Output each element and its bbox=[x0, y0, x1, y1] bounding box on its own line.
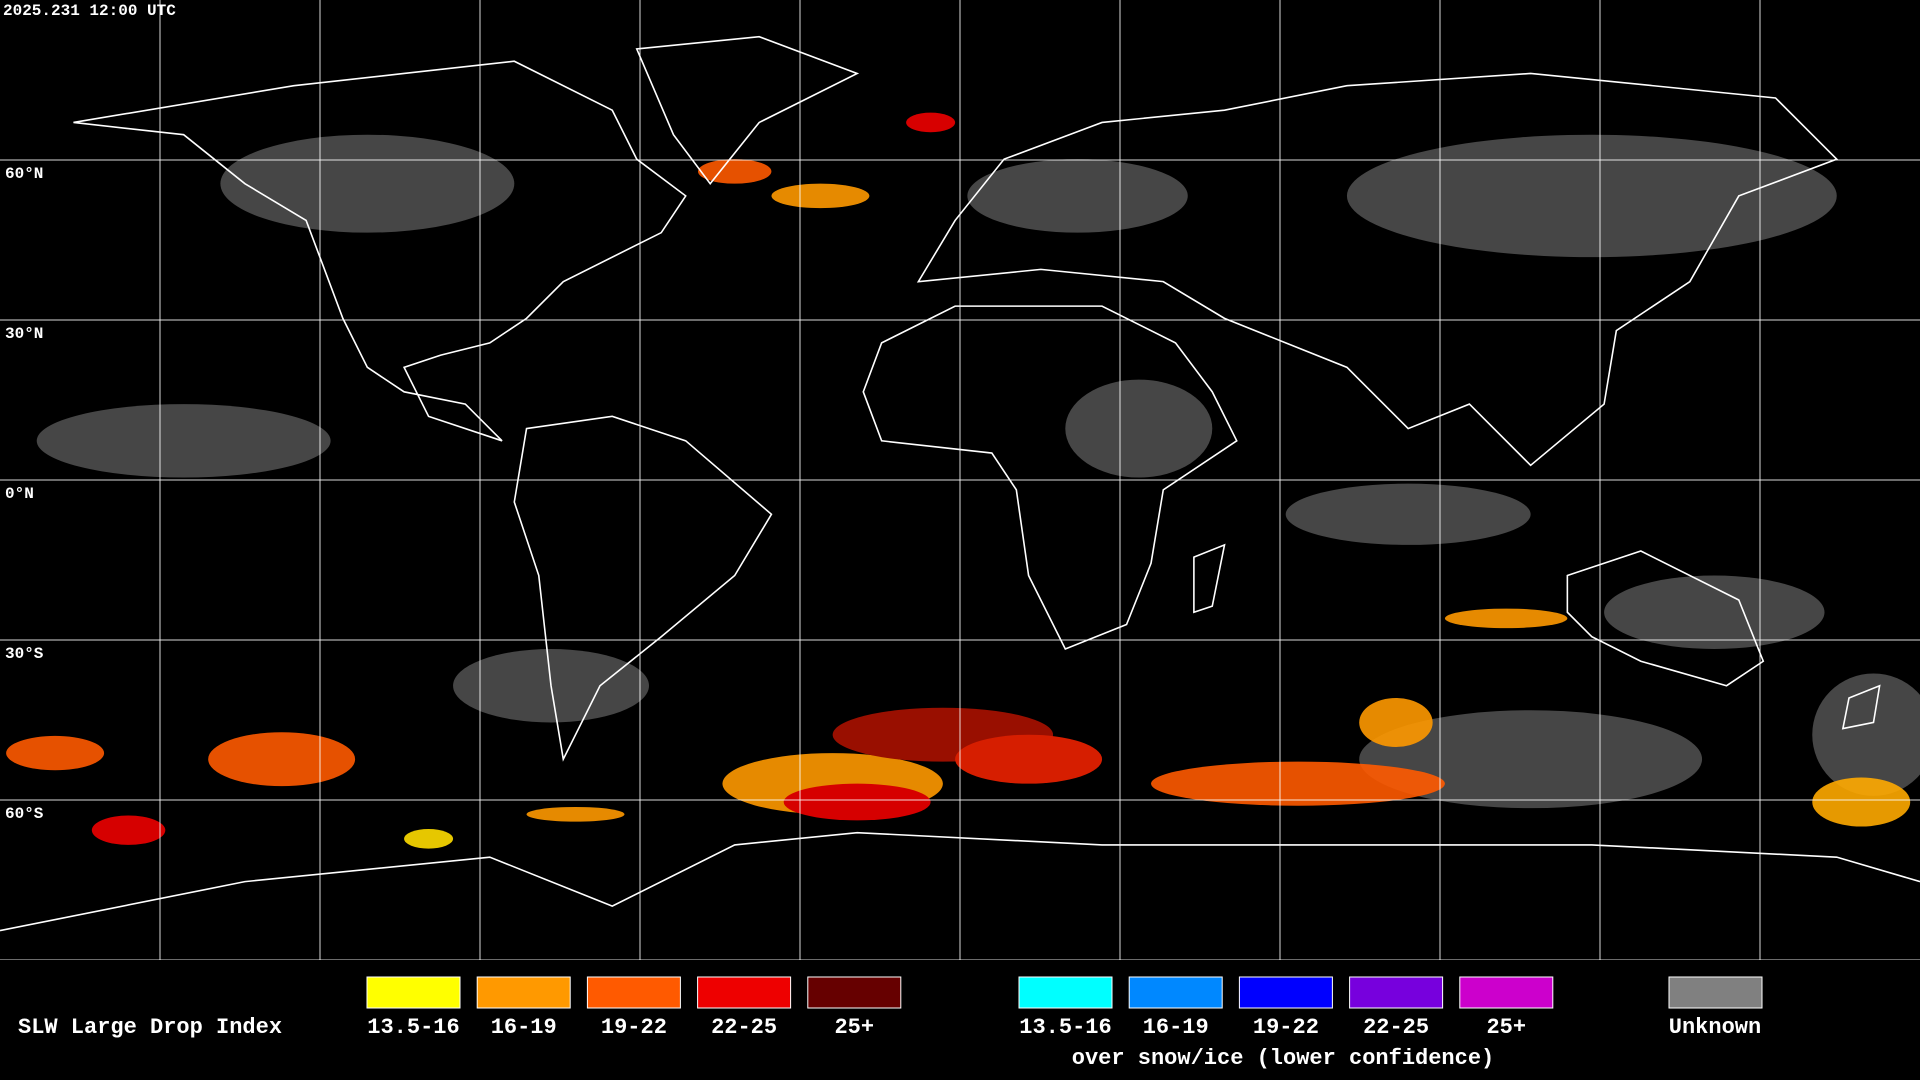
timestamp: 2025.231 12:00 UTC bbox=[3, 2, 176, 20]
cloud-fields bbox=[6, 112, 1920, 849]
legend-label: 25+ bbox=[1486, 1015, 1526, 1040]
legend-label: 22-25 bbox=[1363, 1015, 1429, 1040]
legend-label: 22-25 bbox=[711, 1015, 777, 1040]
legend-swatch bbox=[1128, 976, 1223, 1009]
legend-panel bbox=[0, 960, 1920, 1080]
legend-swatch bbox=[697, 976, 792, 1009]
legend-label: 19-22 bbox=[601, 1015, 667, 1040]
latitude-label: 30°S bbox=[5, 645, 44, 663]
legend-swatch bbox=[366, 976, 461, 1009]
latitude-label: 30°N bbox=[5, 325, 43, 343]
legend-swatch bbox=[1238, 976, 1333, 1009]
legend: 13.5-16 16-19 19-22 22-25 25+ 13.5-16 16-19 19-… bbox=[366, 976, 1763, 1040]
legend-swatch bbox=[1459, 976, 1554, 1009]
snow-ice-caption: over snow/ice (lower confidence) bbox=[1072, 1046, 1494, 1071]
legend-swatch bbox=[1018, 976, 1113, 1009]
legend-label: 16-19 bbox=[1143, 1015, 1209, 1040]
legend-swatch bbox=[807, 976, 902, 1009]
legend-label: 19-22 bbox=[1253, 1015, 1319, 1040]
legend-swatch bbox=[1668, 976, 1763, 1009]
latitude-label: 60°S bbox=[5, 805, 44, 823]
legend-swatch bbox=[1349, 976, 1444, 1009]
legend-title: SLW Large Drop Index bbox=[18, 1015, 282, 1040]
legend-label: Unknown bbox=[1669, 1015, 1761, 1040]
latitude-labels: 60°N 30°N 0°N 30°S 60°S bbox=[5, 165, 44, 823]
legend-label: 16-19 bbox=[491, 1015, 557, 1040]
latitude-label: 60°N bbox=[5, 165, 43, 183]
legend-swatch bbox=[586, 976, 681, 1009]
legend-label: 13.5-16 bbox=[367, 1015, 459, 1040]
legend-label: 13.5-16 bbox=[1019, 1015, 1111, 1040]
legend-label: 25+ bbox=[834, 1015, 874, 1040]
coastlines bbox=[0, 37, 1920, 931]
legend-swatch bbox=[476, 976, 571, 1009]
latitude-label: 0°N bbox=[5, 485, 34, 503]
